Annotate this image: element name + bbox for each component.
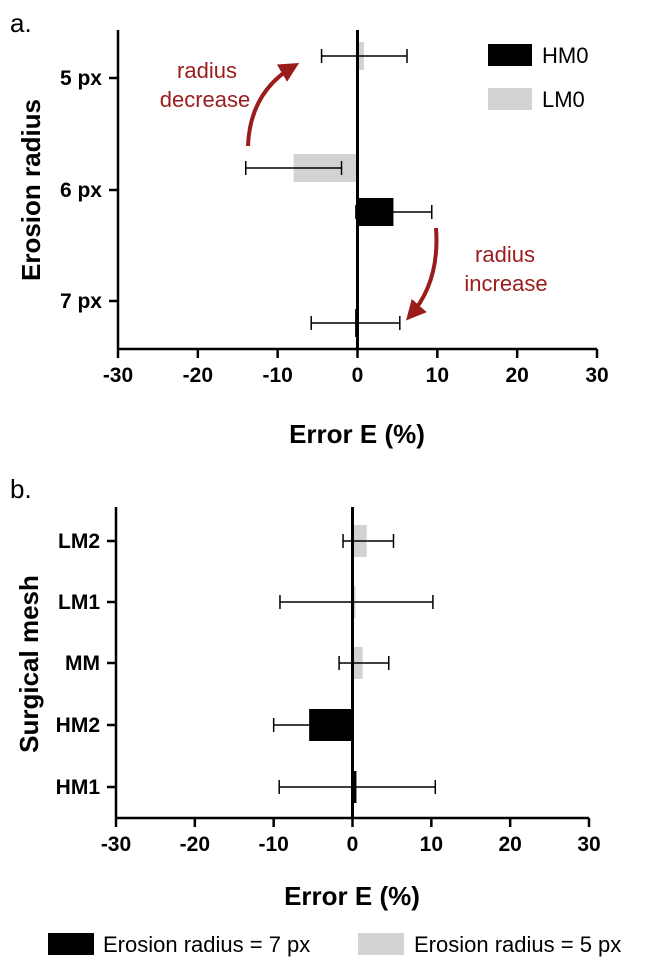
arrow-increase xyxy=(406,227,439,321)
bar-erosion-radius-7-px xyxy=(309,709,353,741)
panel-b-chart: b. Surgical mesh Error E (%) -30 -20 -10 0 1… xyxy=(10,474,621,957)
x-tick-label: -10 xyxy=(262,364,292,387)
x-tick-label: -10 xyxy=(258,833,288,856)
panel-b-y-axis-title: Surgical mesh xyxy=(14,575,44,753)
y-category-label: 5 px xyxy=(60,67,102,90)
x-tick-label: 30 xyxy=(585,364,608,387)
annotation-increase-line2: increase xyxy=(464,271,547,296)
y-category-label: LM2 xyxy=(58,530,100,553)
legend-label-erosion-5px: Erosion radius = 5 px xyxy=(414,932,621,957)
y-category-label: 6 px xyxy=(60,179,102,202)
x-tick-label: 20 xyxy=(505,364,528,387)
x-tick-label: 30 xyxy=(577,833,600,856)
x-tick-label: 0 xyxy=(347,833,359,856)
x-tick-label: -20 xyxy=(183,364,213,387)
y-category-label: HM1 xyxy=(56,776,101,799)
y-category-label: 7 px xyxy=(60,290,102,313)
x-tick-label: 10 xyxy=(420,833,443,856)
panel-b-bars xyxy=(272,525,437,803)
legend-label-hm0: HM0 xyxy=(542,43,588,68)
legend-swatch-lm0 xyxy=(488,88,532,110)
annotation-decrease-line1: radius xyxy=(177,58,237,83)
y-category-label: HM2 xyxy=(56,714,100,737)
y-category-label: LM1 xyxy=(58,591,100,614)
x-tick-label: -30 xyxy=(101,833,131,856)
panel-a-legend: HM0 LM0 xyxy=(488,43,588,112)
legend-swatch-erosion-5px xyxy=(358,933,404,955)
y-category-label: MM xyxy=(65,652,100,675)
x-tick-label: -30 xyxy=(103,364,133,387)
panel-b-legend: Erosion radius = 7 px Erosion radius = 5 … xyxy=(48,932,621,957)
panel-b-x-axis-title: Error E (%) xyxy=(284,881,420,911)
panel-a-annotations: radius decrease radius increase xyxy=(160,58,548,321)
legend-swatch-erosion-7px xyxy=(48,933,94,955)
panel-a-label: a. xyxy=(10,8,32,38)
panel-a-chart: a. Erosion radius Error E (%) -30 -20 -10 0… xyxy=(10,8,609,449)
legend-label-lm0: LM0 xyxy=(542,87,585,112)
legend-label-erosion-7px: Erosion radius = 7 px xyxy=(103,932,310,957)
x-tick-label: 10 xyxy=(426,364,449,387)
panel-b-axes: -30 -20 -10 0 10 20 30 LM2 LM1 MM HM2 HM1 xyxy=(56,507,601,856)
legend-swatch-hm0 xyxy=(488,44,532,66)
panel-a-axes: -30 -20 -10 0 10 20 30 5 px 6 px 7 px xyxy=(60,30,609,387)
x-tick-label: -20 xyxy=(180,833,210,856)
annotation-decrease-line2: decrease xyxy=(160,87,251,112)
panel-b-label: b. xyxy=(10,474,32,504)
panel-a-bars xyxy=(244,42,433,337)
arrow-decrease xyxy=(246,62,300,147)
panel-a-x-axis-title: Error E (%) xyxy=(289,419,425,449)
annotation-increase-line1: radius xyxy=(475,242,535,267)
panel-a-y-axis-title: Erosion radius xyxy=(16,99,46,281)
x-tick-label: 0 xyxy=(352,364,364,387)
x-tick-label: 20 xyxy=(498,833,521,856)
